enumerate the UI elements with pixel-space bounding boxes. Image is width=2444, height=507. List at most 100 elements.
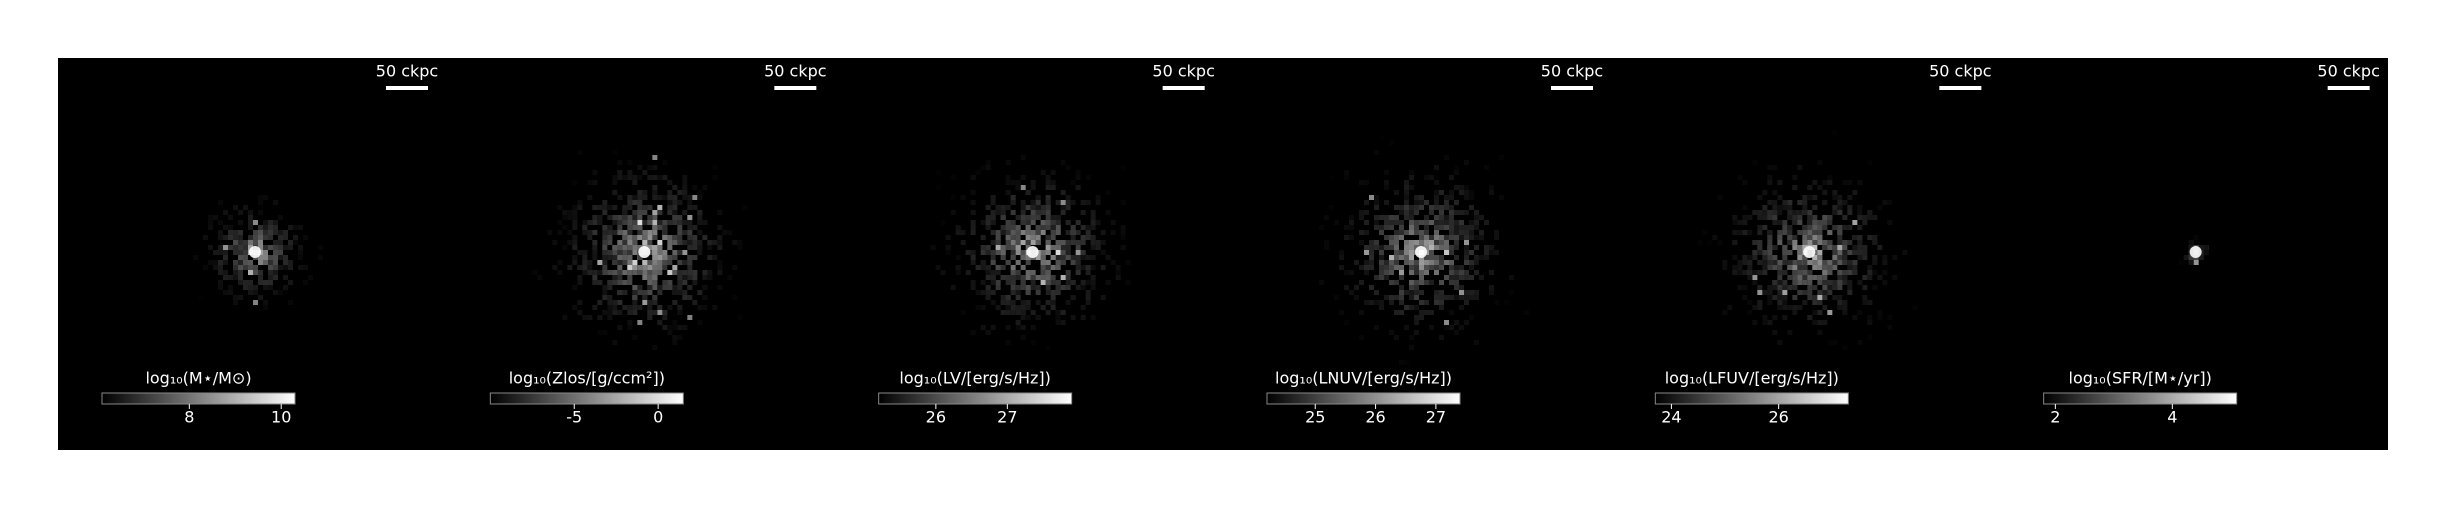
pixel — [672, 285, 678, 290]
pixel — [1802, 195, 1808, 200]
pixel — [1857, 255, 1863, 260]
scale-label: 50 ckpc — [376, 62, 438, 81]
pixel — [1732, 255, 1738, 260]
pixel — [1732, 230, 1738, 235]
pixel — [1742, 295, 1748, 300]
pixel — [1065, 205, 1071, 210]
pixel — [627, 235, 633, 240]
scale-label: 50 ckpc — [764, 62, 826, 81]
pixel — [268, 230, 273, 235]
pixel — [985, 220, 991, 225]
pixel — [258, 255, 263, 260]
pixel — [1055, 285, 1061, 290]
pixel — [572, 240, 578, 245]
pixel — [627, 310, 633, 315]
pixel — [1474, 210, 1479, 215]
pixel — [1020, 305, 1026, 310]
pixel — [1070, 225, 1076, 230]
pixel — [1015, 290, 1021, 295]
pixel — [677, 275, 683, 280]
pixel — [1762, 260, 1768, 265]
pixel — [1070, 240, 1076, 245]
pixel — [737, 240, 743, 245]
pixel — [995, 270, 1001, 275]
pixel — [1005, 275, 1011, 280]
pixel — [1842, 245, 1848, 250]
pixel — [1787, 265, 1793, 270]
pixel — [1369, 255, 1374, 260]
pixel — [1732, 220, 1738, 225]
pixel — [980, 165, 986, 170]
pixel — [258, 230, 263, 235]
pixel — [1394, 190, 1399, 195]
pixel — [1095, 240, 1101, 245]
pixel — [1384, 295, 1389, 300]
pixel — [1025, 275, 1031, 280]
pixel — [1757, 250, 1763, 255]
pixel — [1020, 230, 1026, 235]
pixel — [1782, 220, 1788, 225]
pixel — [940, 220, 946, 225]
pixel — [1792, 270, 1798, 275]
pixel — [1842, 305, 1848, 310]
pixel — [1040, 305, 1046, 310]
pixel — [238, 255, 243, 260]
pixel — [1509, 290, 1514, 295]
pixel — [1757, 305, 1763, 310]
pixel — [1454, 255, 1459, 260]
pixel — [1359, 230, 1364, 235]
pixel — [712, 305, 718, 310]
pixel — [263, 220, 268, 225]
pixel — [1030, 270, 1036, 275]
pixel — [263, 225, 268, 230]
pixel — [233, 205, 238, 210]
pixel — [557, 205, 563, 210]
pixel — [642, 235, 648, 240]
pixel — [930, 245, 936, 250]
pixel — [990, 275, 996, 280]
pixel — [213, 250, 218, 255]
pixel — [1075, 220, 1081, 225]
pixel — [592, 245, 598, 250]
pixel — [1439, 190, 1444, 195]
pixel — [970, 175, 976, 180]
pixel — [1777, 240, 1783, 245]
pixel — [607, 215, 613, 220]
pixel — [702, 295, 708, 300]
pixel — [1717, 240, 1723, 245]
pixel — [1822, 275, 1828, 280]
pixel — [677, 260, 683, 265]
pixel — [597, 260, 603, 265]
pixel — [253, 285, 258, 290]
pixel — [1040, 280, 1046, 285]
pixel — [1364, 265, 1369, 270]
pixel — [1080, 225, 1086, 230]
pixel — [1454, 200, 1459, 205]
pixel — [532, 270, 538, 275]
pixel — [1882, 200, 1888, 205]
pixel — [1399, 220, 1404, 225]
pixel — [1792, 185, 1798, 190]
pixel — [577, 150, 583, 155]
pixel — [1434, 195, 1439, 200]
pixel — [1015, 230, 1021, 235]
pixel — [1085, 175, 1091, 180]
pixel — [1045, 180, 1051, 185]
pixel — [652, 220, 658, 225]
pixel — [1822, 215, 1828, 220]
pixel — [1015, 215, 1021, 220]
pixel — [1035, 210, 1041, 215]
pixel — [1469, 220, 1474, 225]
pixel — [1449, 250, 1454, 255]
pixel — [647, 315, 653, 320]
pixel — [702, 275, 708, 280]
pixel — [303, 265, 308, 270]
pixel — [1025, 205, 1031, 210]
pixel — [1464, 160, 1469, 165]
pixel — [1000, 255, 1006, 260]
pixel — [1757, 195, 1763, 200]
pixel — [1837, 300, 1843, 305]
pixel — [677, 335, 683, 340]
pixel — [557, 270, 563, 275]
pixel — [1444, 240, 1449, 245]
